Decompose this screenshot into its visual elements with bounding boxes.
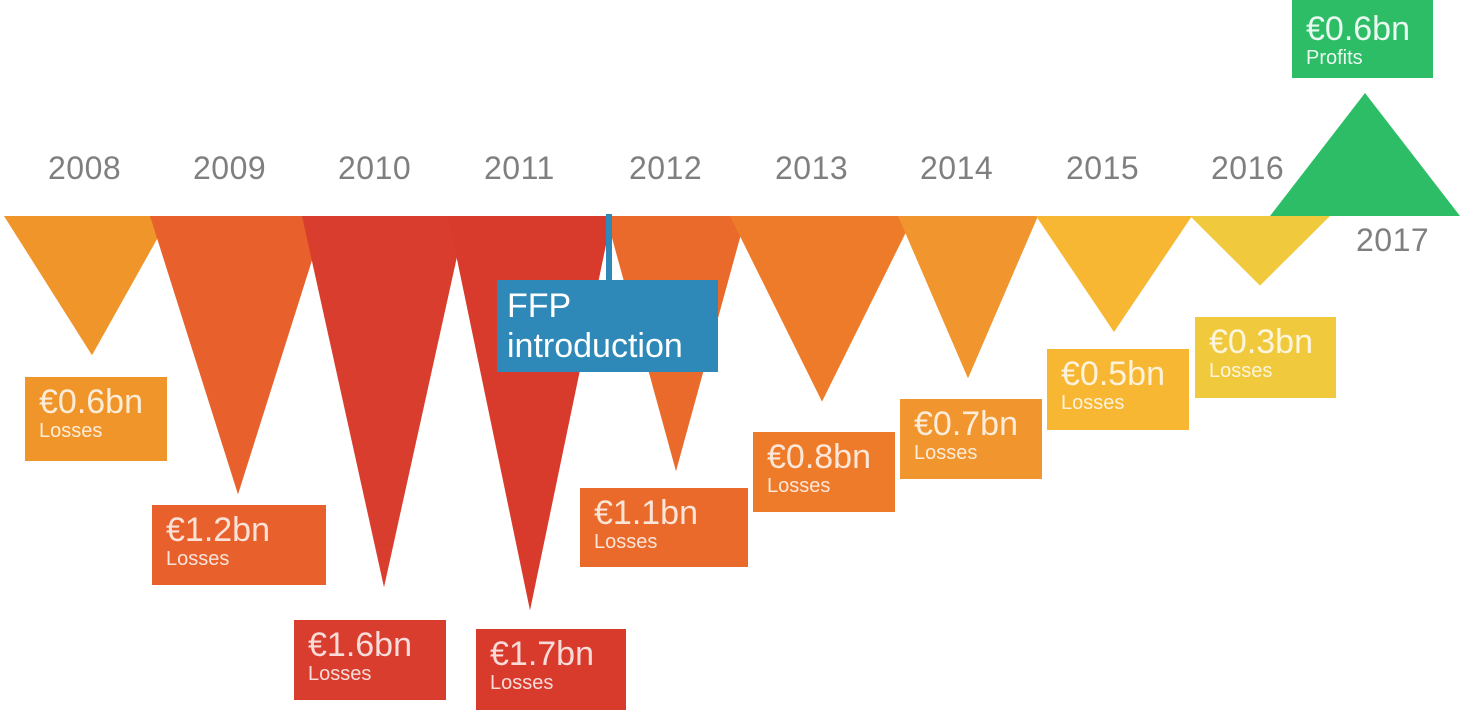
value-box-2012: €1.1bn Losses — [580, 488, 748, 567]
kind-label: Losses — [1209, 360, 1273, 382]
value-box-2010: €1.6bn Losses — [294, 620, 446, 700]
year-label-2011: 2011 — [484, 150, 555, 186]
value-box-2011: €1.7bn Losses — [476, 629, 626, 710]
ffp-annotation: FFP introduction — [497, 280, 718, 372]
year-label-2015: 2015 — [1066, 150, 1140, 186]
value-label: €0.6bn — [39, 383, 143, 421]
year-label-2017: 2017 — [1356, 222, 1430, 258]
triangle-2010 — [302, 216, 466, 588]
year-label-2012: 2012 — [629, 150, 703, 186]
triangle-2009 — [150, 216, 326, 495]
value-label: €1.7bn — [490, 635, 594, 673]
triangle-2016 — [1190, 216, 1330, 286]
triangle-2015 — [1036, 216, 1192, 332]
value-box-2015: €0.5bn Losses — [1047, 349, 1189, 430]
kind-label: Profits — [1306, 47, 1363, 69]
value-box-2016: €0.3bn Losses — [1195, 317, 1336, 398]
triangle-2017 — [1270, 93, 1460, 216]
kind-label: Losses — [914, 442, 978, 464]
value-label: €1.6bn — [308, 626, 412, 664]
value-box-2017: €0.6bn Profits — [1292, 0, 1433, 78]
value-label: €0.3bn — [1209, 323, 1313, 361]
kind-label: Losses — [39, 420, 103, 442]
value-label: €0.7bn — [914, 405, 1018, 443]
kind-label: Losses — [594, 531, 658, 553]
triangle-2014 — [898, 216, 1038, 379]
value-box-2013: €0.8bn Losses — [753, 432, 895, 512]
ffp-annotation-line-1: FFP — [507, 287, 572, 325]
value-box-2009: €1.2bn Losses — [152, 505, 326, 585]
year-label-2016: 2016 — [1211, 150, 1285, 186]
value-label: €1.2bn — [166, 511, 270, 549]
kind-label: Losses — [1061, 392, 1125, 414]
value-box-2014: €0.7bn Losses — [900, 399, 1042, 479]
value-label: €1.1bn — [594, 494, 698, 532]
triangle-2008 — [4, 216, 170, 356]
triangle-2013 — [730, 216, 914, 402]
value-label: €0.5bn — [1061, 355, 1165, 393]
year-label-2010: 2010 — [338, 150, 412, 186]
kind-label: Losses — [308, 663, 372, 685]
year-label-2013: 2013 — [775, 150, 849, 186]
year-label-2008: 2008 — [48, 150, 122, 186]
value-box-2008: €0.6bn Losses — [25, 377, 167, 461]
year-label-2014: 2014 — [920, 150, 994, 186]
kind-label: Losses — [490, 672, 554, 694]
ffp-annotation-line-2: introduction — [507, 327, 683, 365]
value-label: €0.6bn — [1306, 10, 1410, 48]
kind-label: Losses — [767, 475, 831, 497]
kind-label: Losses — [166, 548, 230, 570]
year-label-2009: 2009 — [193, 150, 267, 186]
value-label: €0.8bn — [767, 438, 871, 476]
